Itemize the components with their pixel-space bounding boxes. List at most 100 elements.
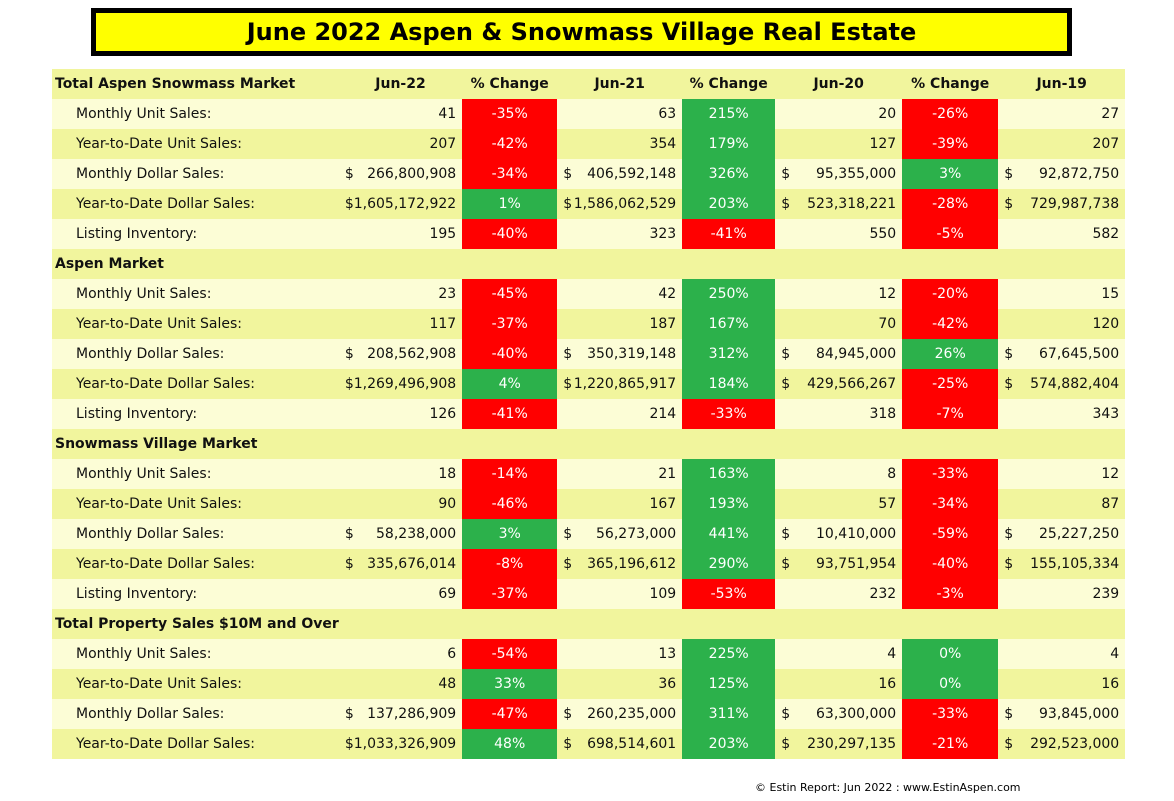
table-body: Total Aspen Snowmass Market Jun-22 % Cha…	[52, 69, 1126, 759]
number-cell: 109	[557, 579, 683, 609]
currency-symbol: $	[563, 706, 573, 722]
cell-value: 1,269,496,908	[353, 376, 457, 392]
percent-change-cell: -40%	[902, 549, 999, 579]
dollar-value: $63,300,000	[781, 706, 896, 722]
dollar-value: $260,235,000	[563, 706, 676, 722]
cell-value: 574,882,404	[1030, 376, 1120, 392]
number-cell: 318	[775, 399, 903, 429]
percent-change-cell: -53%	[682, 579, 776, 609]
dollar-value: $406,592,148	[563, 166, 676, 182]
table-row: Listing Inventory: 195 -40% 323 -41% 550 -5% 58…	[52, 219, 1126, 249]
dollar-value-cell: $155,105,334	[998, 549, 1126, 579]
number-cell: 70	[775, 309, 903, 339]
dollar-value-cell: $92,872,750	[998, 159, 1126, 189]
empty-cell	[902, 609, 999, 639]
currency-symbol: $	[563, 556, 573, 572]
empty-cell	[338, 609, 463, 639]
table-row: Monthly Dollar Sales: $137,286,909 -47% $26…	[52, 699, 1126, 729]
number-cell: 16	[998, 669, 1126, 699]
number-cell: 167	[557, 489, 683, 519]
row-label: Monthly Dollar Sales:	[52, 519, 339, 549]
percent-change-cell: -37%	[462, 579, 558, 609]
number-cell: 550	[775, 219, 903, 249]
dollar-value-cell: $350,319,148	[557, 339, 683, 369]
table-row: Monthly Dollar Sales: $58,238,000 3% $56,27…	[52, 519, 1126, 549]
dollar-value-cell: $84,945,000	[775, 339, 903, 369]
row-label: Year-to-Date Dollar Sales:	[52, 549, 339, 579]
currency-symbol: $	[1004, 166, 1014, 182]
percent-change-cell: 1%	[462, 189, 558, 219]
currency-symbol: $	[1004, 706, 1014, 722]
percent-change-cell: 3%	[902, 159, 999, 189]
cell-value: 335,676,014	[367, 556, 457, 572]
dollar-value: $155,105,334	[1004, 556, 1119, 572]
empty-cell	[682, 609, 776, 639]
cell-value: 10,410,000	[816, 526, 897, 542]
percent-change-cell: 4%	[462, 369, 558, 399]
dollar-value: $10,410,000	[781, 526, 896, 542]
percent-change-cell: -33%	[902, 459, 999, 489]
percent-change-cell: -40%	[462, 219, 558, 249]
dollar-value-cell: $95,355,000	[775, 159, 903, 189]
dollar-value: $292,523,000	[1004, 736, 1119, 752]
cell-value: 429,566,267	[807, 376, 897, 392]
table-row: Monthly Dollar Sales: $208,562,908 -40% $35…	[52, 339, 1126, 369]
empty-cell	[557, 609, 683, 639]
number-cell: 23	[338, 279, 463, 309]
cell-value: 406,592,148	[587, 166, 677, 182]
number-cell: 4	[775, 639, 903, 669]
dollar-value: $266,800,908	[345, 166, 456, 182]
row-label: Monthly Unit Sales:	[52, 639, 339, 669]
percent-change-cell: -40%	[462, 339, 558, 369]
dollar-value-cell: $230,297,135	[775, 729, 903, 759]
percent-change-cell: 0%	[902, 669, 999, 699]
number-cell: 57	[775, 489, 903, 519]
currency-symbol: $	[1004, 346, 1014, 362]
title-banner: June 2022 Aspen & Snowmass Village Real …	[91, 8, 1072, 56]
cell-value: 63,300,000	[816, 706, 897, 722]
row-label: Monthly Unit Sales:	[52, 279, 339, 309]
cell-value: 230,297,135	[807, 736, 897, 752]
empty-cell	[462, 609, 558, 639]
column-header: % Change	[902, 69, 999, 99]
dollar-value: $1,605,172,922	[345, 196, 456, 212]
number-cell: 41	[338, 99, 463, 129]
number-cell: 354	[557, 129, 683, 159]
dollar-value: $1,586,062,529	[563, 196, 676, 212]
currency-symbol: $	[1004, 556, 1014, 572]
dollar-value-cell: $292,523,000	[998, 729, 1126, 759]
column-header: Jun-19	[998, 69, 1126, 99]
percent-change-cell: 163%	[682, 459, 776, 489]
percent-change-cell: -39%	[902, 129, 999, 159]
empty-cell	[557, 249, 683, 279]
currency-symbol: $	[563, 526, 573, 542]
number-cell: 582	[998, 219, 1126, 249]
dollar-value: $698,514,601	[563, 736, 676, 752]
currency-symbol: $	[781, 736, 791, 752]
percent-change-cell: 215%	[682, 99, 776, 129]
empty-cell	[338, 249, 463, 279]
empty-cell	[998, 609, 1126, 639]
number-cell: 63	[557, 99, 683, 129]
dollar-value: $56,273,000	[563, 526, 676, 542]
percent-change-cell: -45%	[462, 279, 558, 309]
dollar-value-cell: $523,318,221	[775, 189, 903, 219]
currency-symbol: $	[344, 706, 354, 722]
percent-change-cell: 311%	[682, 699, 776, 729]
column-header: Jun-21	[557, 69, 683, 99]
number-cell: 239	[998, 579, 1126, 609]
section-header-row: Aspen Market	[52, 249, 1126, 279]
table-row: Year-to-Date Unit Sales: 207 -42% 354 179% 12…	[52, 129, 1126, 159]
section-header-row: Snowmass Village Market	[52, 429, 1126, 459]
dollar-value-cell: $1,033,326,909	[338, 729, 463, 759]
number-cell: 323	[557, 219, 683, 249]
empty-cell	[338, 429, 463, 459]
percent-change-cell: -7%	[902, 399, 999, 429]
dollar-value: $67,645,500	[1004, 346, 1119, 362]
row-label: Listing Inventory:	[52, 579, 339, 609]
number-cell: 195	[338, 219, 463, 249]
table-row: Monthly Unit Sales: 18 -14% 21 163% 8 -33% 12	[52, 459, 1126, 489]
page-title: June 2022 Aspen & Snowmass Village Real …	[96, 13, 1067, 51]
copyright-footer: © Estin Report: Jun 2022 : www.EstinAspe…	[755, 781, 1021, 794]
percent-change-cell: -26%	[902, 99, 999, 129]
